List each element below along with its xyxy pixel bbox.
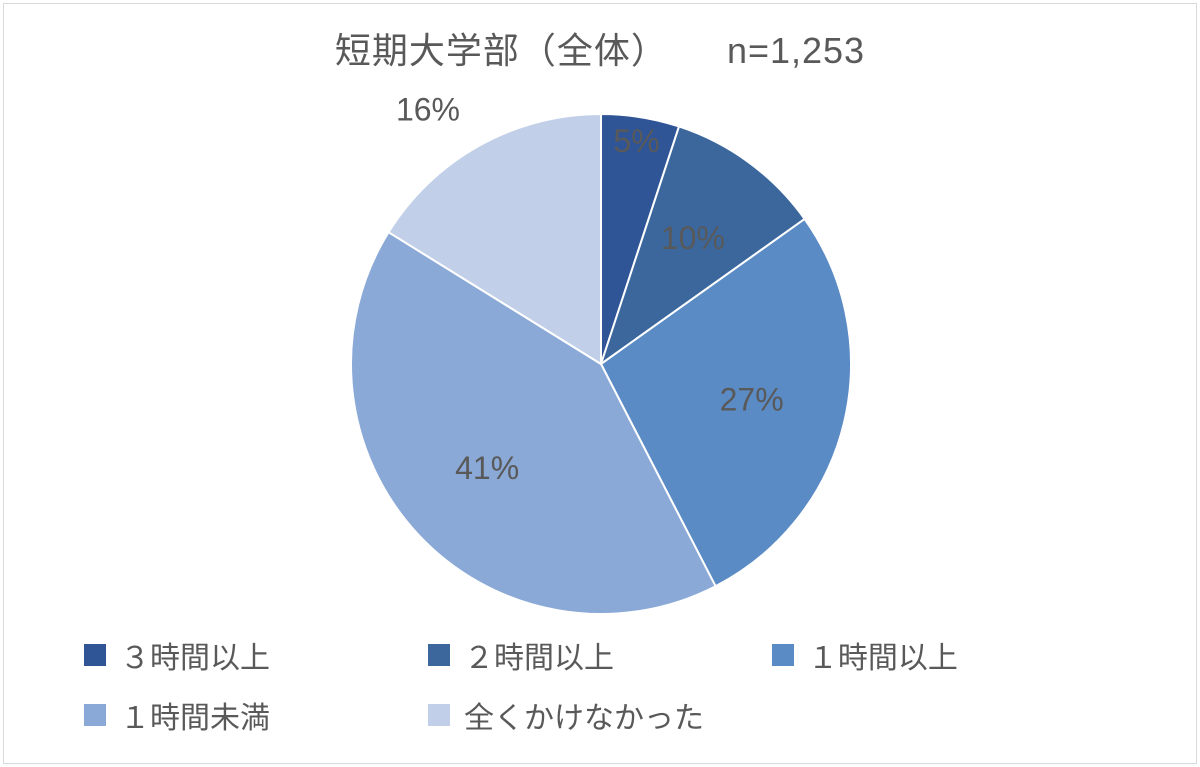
legend-swatch	[428, 704, 450, 726]
legend-item: ２時間以上	[428, 633, 772, 677]
pie-slice-label: 5%	[613, 123, 659, 159]
legend-label: ２時間以上	[464, 633, 614, 677]
legend-swatch	[84, 644, 106, 666]
legend-swatch	[428, 644, 450, 666]
legend-label: 全くかけなかった	[464, 693, 704, 737]
pie-svg: 5% 10% 27% 41% 16%	[4, 84, 1198, 644]
legend-swatch	[772, 644, 794, 666]
legend-label: １時間未満	[120, 693, 270, 737]
pie-slice-label: 27%	[720, 382, 784, 418]
legend-item: １時間以上	[772, 633, 1116, 677]
legend-item: １時間未満	[84, 693, 428, 737]
legend-label: １時間以上	[808, 633, 958, 677]
chart-frame: 短期大学部（全体） n=1,253 5% 10% 27% 41% 16% ３時間以上 ２時…	[3, 3, 1197, 764]
chart-title-row: 短期大学部（全体） n=1,253	[4, 22, 1196, 74]
legend-item: 全くかけなかった	[428, 693, 772, 737]
chart-title-n: n=1,253	[727, 30, 865, 72]
chart-title-main: 短期大学部（全体）	[335, 22, 668, 74]
pie-slice-label: 16%	[396, 92, 460, 128]
legend-swatch	[84, 704, 106, 726]
legend-item: ３時間以上	[84, 633, 428, 677]
pie-slice-label: 10%	[661, 220, 725, 256]
pie-chart: 5% 10% 27% 41% 16%	[4, 84, 1198, 644]
pie-slice-label: 41%	[455, 450, 519, 486]
legend-label: ３時間以上	[120, 633, 270, 677]
legend: ３時間以上 ２時間以上 １時間以上 １時間未満 全くかけなかった	[84, 633, 1116, 737]
